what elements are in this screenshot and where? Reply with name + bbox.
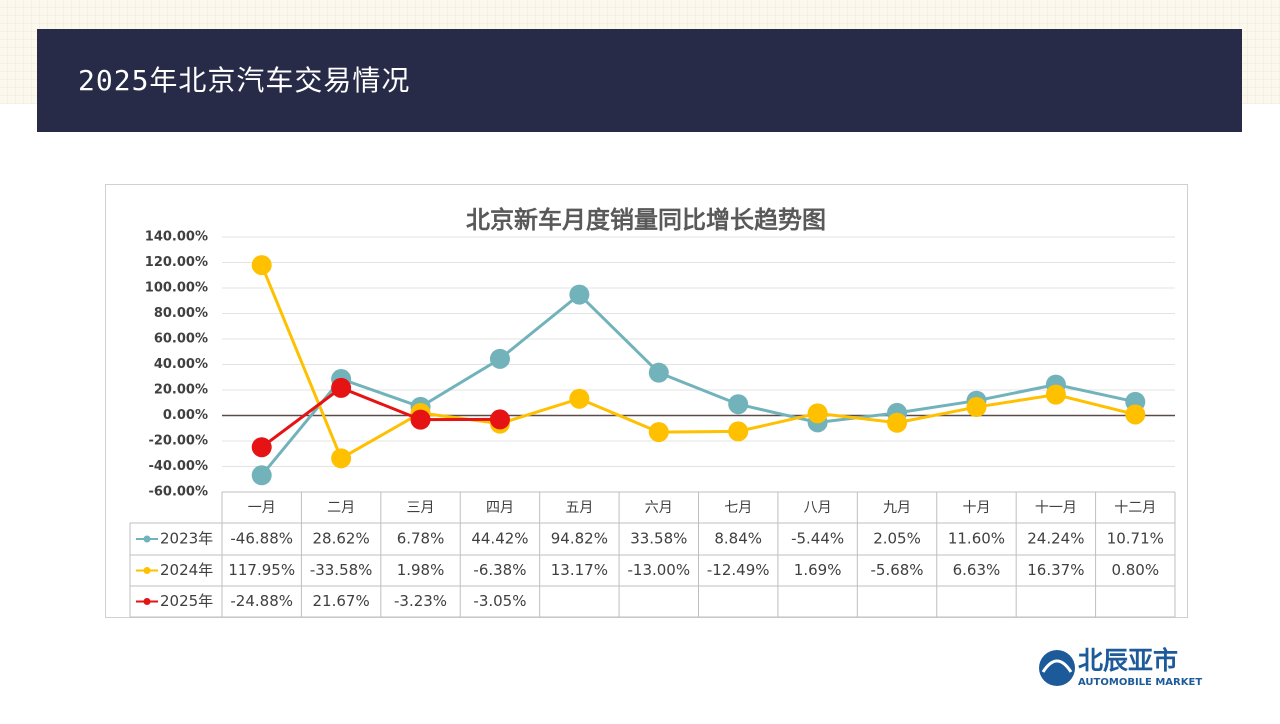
x-tick-label: 十二月 <box>1114 500 1156 516</box>
table-cell: 117.95% <box>228 561 295 579</box>
table-cell: -12.49% <box>707 561 770 579</box>
logo-name: 北辰亚市 <box>1078 646 1178 675</box>
y-tick-label: 100.00% <box>145 281 208 296</box>
legend-label: 2025年 <box>160 592 213 610</box>
legend-label: 2023年 <box>160 530 213 548</box>
series-marker <box>251 437 272 458</box>
series-marker <box>728 421 749 442</box>
table-cell: -6.38% <box>473 561 526 579</box>
series-marker <box>489 348 510 369</box>
table-cell: 1.69% <box>794 561 842 579</box>
series-marker <box>807 403 828 424</box>
series-marker <box>569 284 590 305</box>
table-cell: 8.84% <box>714 530 762 548</box>
chart-title: 北京新车月度销量同比增长趋势图 <box>466 206 826 234</box>
x-tick-label: 五月 <box>565 500 593 516</box>
series-marker <box>489 409 510 430</box>
x-tick-label: 三月 <box>407 500 435 516</box>
x-tick-label: 十月 <box>962 500 990 516</box>
table-cell: 6.78% <box>397 530 445 548</box>
x-tick-label: 七月 <box>724 500 752 516</box>
logo-subtitle: AUTOMOBILE MARKET <box>1078 677 1202 688</box>
table-cell: 2.05% <box>873 530 921 548</box>
table-cell: 24.24% <box>1027 530 1084 548</box>
y-tick-label: 80.00% <box>154 306 208 321</box>
legend-label: 2024年 <box>160 561 213 579</box>
series-line <box>260 264 1136 461</box>
y-tick-label: 40.00% <box>154 357 208 372</box>
series-marker <box>251 255 272 276</box>
table-cell: 33.58% <box>630 530 687 548</box>
table-cell: 11.60% <box>948 530 1005 548</box>
y-tick-label: -40.00% <box>148 459 208 474</box>
x-tick-label: 一月 <box>248 500 276 516</box>
series-line <box>260 292 1136 477</box>
table-cell: 44.42% <box>471 530 528 548</box>
table-cell: 16.37% <box>1027 561 1084 579</box>
table-cell: -5.68% <box>871 561 924 579</box>
table-cell: 6.63% <box>953 561 1001 579</box>
logo: 北辰亚市 AUTOMOBILE MARKET <box>1039 646 1202 688</box>
x-tick-label: 二月 <box>327 500 355 516</box>
x-tick-label: 六月 <box>645 500 673 516</box>
legend-marker <box>143 598 151 605</box>
series-marker <box>410 409 431 430</box>
series-marker <box>648 362 669 383</box>
chart-frame <box>105 184 1188 618</box>
series-marker <box>648 422 669 443</box>
series-marker <box>1125 404 1146 425</box>
header-bar <box>37 29 1242 132</box>
logo-icon <box>1039 650 1075 686</box>
table-cell: -24.88% <box>230 592 293 610</box>
series-marker <box>331 377 352 398</box>
y-tick-label: 60.00% <box>154 332 208 347</box>
table-cell: 28.62% <box>313 530 370 548</box>
header-title: 2025年北京汽车交易情况 <box>78 64 410 97</box>
series-marker <box>728 394 749 415</box>
y-tick-label: -60.00% <box>148 485 208 500</box>
x-tick-label: 八月 <box>804 500 832 516</box>
table-cell: 94.82% <box>551 530 608 548</box>
series-marker <box>569 388 590 409</box>
series-marker <box>887 412 908 433</box>
table-cell: 13.17% <box>551 561 608 579</box>
y-tick-label: 0.00% <box>163 408 208 423</box>
table-cell: 0.80% <box>1111 561 1159 579</box>
y-tick-label: 20.00% <box>154 383 208 398</box>
table-cell: 21.67% <box>313 592 370 610</box>
table-cell: -3.05% <box>473 592 526 610</box>
series-marker <box>966 397 987 418</box>
table-cell: -5.44% <box>791 530 844 548</box>
table-cell: -46.88% <box>230 530 293 548</box>
logo-icon-detail <box>1041 659 1073 673</box>
table-cell: 1.98% <box>397 561 445 579</box>
table-cell: -33.58% <box>310 561 373 579</box>
legend-marker <box>143 567 151 574</box>
table-cell: 10.71% <box>1107 530 1164 548</box>
legend-marker <box>143 535 151 543</box>
y-tick-label: 120.00% <box>145 255 208 270</box>
series-marker <box>251 465 272 486</box>
y-tick-label: 140.00% <box>145 230 208 245</box>
x-tick-label: 十一月 <box>1035 500 1077 516</box>
series-line <box>260 386 500 449</box>
series-marker <box>331 448 352 469</box>
table-cell: -13.00% <box>627 561 690 579</box>
table-cell: -3.23% <box>394 592 447 610</box>
series-marker <box>1045 384 1066 405</box>
x-tick-label: 四月 <box>486 500 514 516</box>
x-tick-label: 九月 <box>883 500 911 516</box>
y-tick-label: -20.00% <box>148 434 208 449</box>
